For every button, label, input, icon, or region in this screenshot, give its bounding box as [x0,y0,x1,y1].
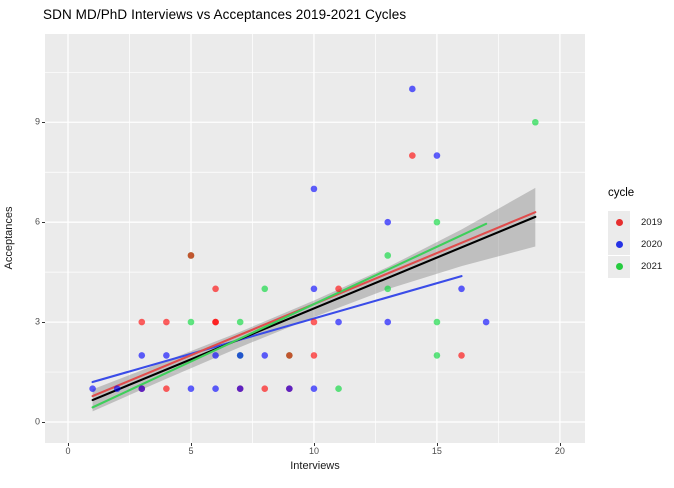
y-tick-label: 0 [34,416,40,427]
y-tick-mark [42,222,45,224]
y-tick-mark [42,322,45,324]
y-tick-mark [42,422,45,424]
data-point-2020 [236,385,244,393]
data-point-2021 [433,318,441,326]
data-point-2019 [163,385,170,393]
legend-item-label: 2021 [641,261,663,273]
legend-key [608,233,630,256]
data-point-2020 [89,385,96,393]
data-point-2019 [187,252,195,259]
data-point-2020 [286,385,293,393]
legend-item: 2020 [608,233,663,256]
data-point-2020 [482,318,490,326]
legend-items: 2019 2020 2021 [608,211,662,278]
legend-dot-icon [615,218,623,226]
data-point-2021 [384,285,392,293]
y-axis-label: Acceptances [3,206,15,270]
data-point-2021 [261,285,269,293]
panel-background [45,34,585,443]
data-point-2021 [532,118,539,126]
data-point-2019 [286,352,293,359]
data-point-2020 [138,385,146,393]
regression-line-overall [91,215,537,402]
data-point-2019 [335,285,342,293]
y-tick-mark [42,122,45,124]
data-point-2020 [384,318,392,326]
data-point-2019 [409,152,416,159]
chart-title: SDN MD/PhD Interviews vs Acceptances 201… [43,7,407,22]
legend-item: 2019 [608,211,663,234]
x-tick-mark [190,443,192,446]
data-point-2019 [138,318,146,326]
data-point-2019 [212,285,219,293]
y-tick-label: 9 [34,116,40,127]
regression-line-2020 [91,275,463,384]
data-point-2019 [212,318,219,326]
data-point-2020 [236,352,244,359]
data-point-2019 [310,318,318,326]
legend-title: cycle [608,187,635,199]
data-point-2021 [187,318,195,326]
x-tick-label: 0 [65,446,71,456]
legend: cycle 2019 2020 2021 [608,187,662,278]
data-point-2020 [163,352,170,359]
data-point-2021 [335,385,342,393]
data-point-2020 [187,385,195,393]
legend-item-label: 2019 [641,216,663,228]
legend-key [608,255,630,278]
data-point-2019 [163,318,170,326]
legend-dot-icon [615,240,623,248]
legend-item: 2021 [608,255,663,278]
data-point-2020 [384,218,392,226]
x-tick-mark [436,443,438,446]
data-point-2020 [212,352,219,359]
plot-panel [45,34,585,443]
data-point-2020 [138,352,146,359]
legend-dot-icon [615,263,623,271]
x-tick-mark [313,443,315,446]
data-point-2020 [261,352,269,359]
data-point-2020 [433,152,441,159]
data-point-2021 [384,252,392,259]
data-point-2020 [409,85,416,93]
legend-key [608,211,630,234]
x-tick-mark [67,443,69,446]
data-point-2020 [113,385,121,393]
data-point-2020 [212,385,219,393]
x-axis-label: Interviews [290,460,340,472]
data-point-2020 [458,285,465,293]
x-tick-label: 15 [431,446,442,456]
x-tick-label: 5 [188,446,194,456]
y-tick-label: 3 [34,316,40,327]
data-point-2019 [310,352,318,359]
x-tick-label: 10 [308,446,319,456]
x-tick-label: 20 [554,446,565,456]
data-point-2020 [310,385,318,393]
regression-line-2021 [91,222,488,409]
data-point-2020 [310,185,318,193]
data-point-2021 [236,318,244,326]
data-point-2019 [261,385,269,393]
data-point-2019 [458,352,465,359]
x-tick-mark [559,443,561,446]
data-point-2020 [335,318,342,326]
y-tick-label: 6 [34,216,40,227]
data-point-2020 [310,285,318,293]
legend-item-label: 2020 [641,238,663,250]
data-point-2021 [433,218,441,226]
data-point-2021 [433,352,441,359]
